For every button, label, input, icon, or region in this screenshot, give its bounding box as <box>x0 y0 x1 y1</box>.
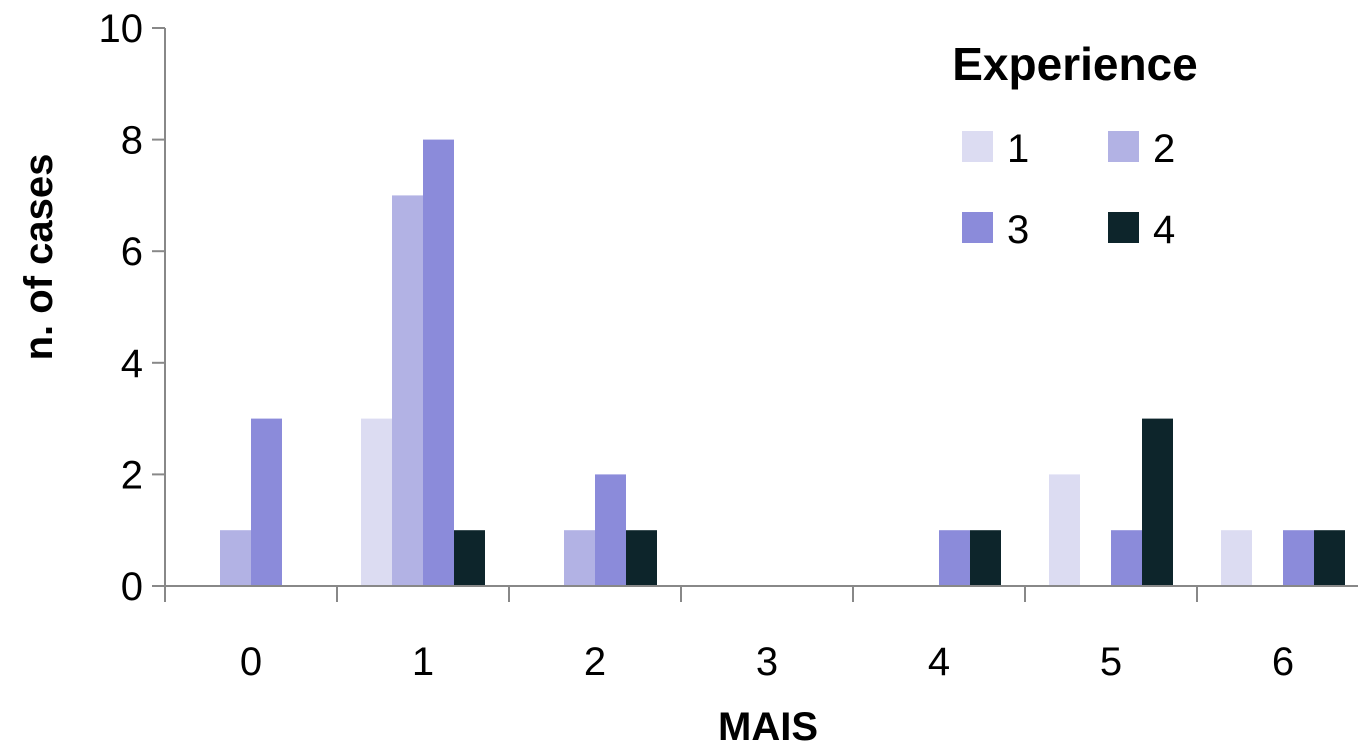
legend-label-4: 4 <box>1153 208 1175 252</box>
y-tick-label: 6 <box>121 230 143 274</box>
x-tick-label: 3 <box>756 640 778 684</box>
x-tick-label: 1 <box>412 640 434 684</box>
bar-mais-1-experience-3 <box>423 139 454 586</box>
bar-mais-5-experience-4 <box>1142 418 1173 586</box>
bar-mais-2-experience-2 <box>564 530 595 586</box>
legend-label-3: 3 <box>1007 208 1029 252</box>
x-tick-label: 4 <box>928 640 950 684</box>
y-axis-title: n. of cases <box>17 154 61 361</box>
bar-mais-6-experience-3 <box>1283 530 1314 586</box>
legend-label-2: 2 <box>1153 127 1175 171</box>
bar-mais-0-experience-2 <box>220 530 251 586</box>
legend-label-1: 1 <box>1007 127 1029 171</box>
bar-mais-2-experience-3 <box>595 474 626 586</box>
bar-mais-1-experience-1 <box>361 418 392 586</box>
x-tick-label: 5 <box>1100 640 1122 684</box>
x-tick-label: 2 <box>584 640 606 684</box>
bar-mais-4-experience-4 <box>970 530 1001 586</box>
legend-swatch-3 <box>962 212 993 243</box>
x-tick-label: 0 <box>240 640 262 684</box>
bar-mais-4-experience-3 <box>939 530 970 586</box>
x-tick-label: 6 <box>1272 640 1294 684</box>
bar-mais-1-experience-4 <box>454 530 485 586</box>
bar-mais-6-experience-1 <box>1221 530 1252 586</box>
legend-swatch-2 <box>1108 131 1139 162</box>
bar-mais-1-experience-2 <box>392 195 423 586</box>
legend-swatch-4 <box>1108 212 1139 243</box>
bars-group <box>220 139 1345 586</box>
axes-group <box>164 28 1358 587</box>
legend: Experience 1 2 3 4 <box>952 38 1197 252</box>
x-axis-title: MAIS <box>718 705 818 747</box>
bar-mais-0-experience-3 <box>251 418 282 586</box>
bar-mais-5-experience-1 <box>1049 474 1080 586</box>
ticks-group: 0 2 4 6 8 10 0 1 2 3 4 5 6 <box>99 7 1295 684</box>
legend-title: Experience <box>952 38 1197 90</box>
y-tick-label: 10 <box>99 7 144 51</box>
bar-mais-5-experience-3 <box>1111 530 1142 586</box>
y-tick-label: 8 <box>121 119 143 163</box>
bar-mais-2-experience-4 <box>626 530 657 586</box>
y-tick-label: 2 <box>121 453 143 497</box>
y-tick-label: 4 <box>121 342 143 386</box>
bar-mais-6-experience-4 <box>1314 530 1345 586</box>
y-tick-label: 0 <box>121 565 143 609</box>
legend-swatch-1 <box>962 131 993 162</box>
